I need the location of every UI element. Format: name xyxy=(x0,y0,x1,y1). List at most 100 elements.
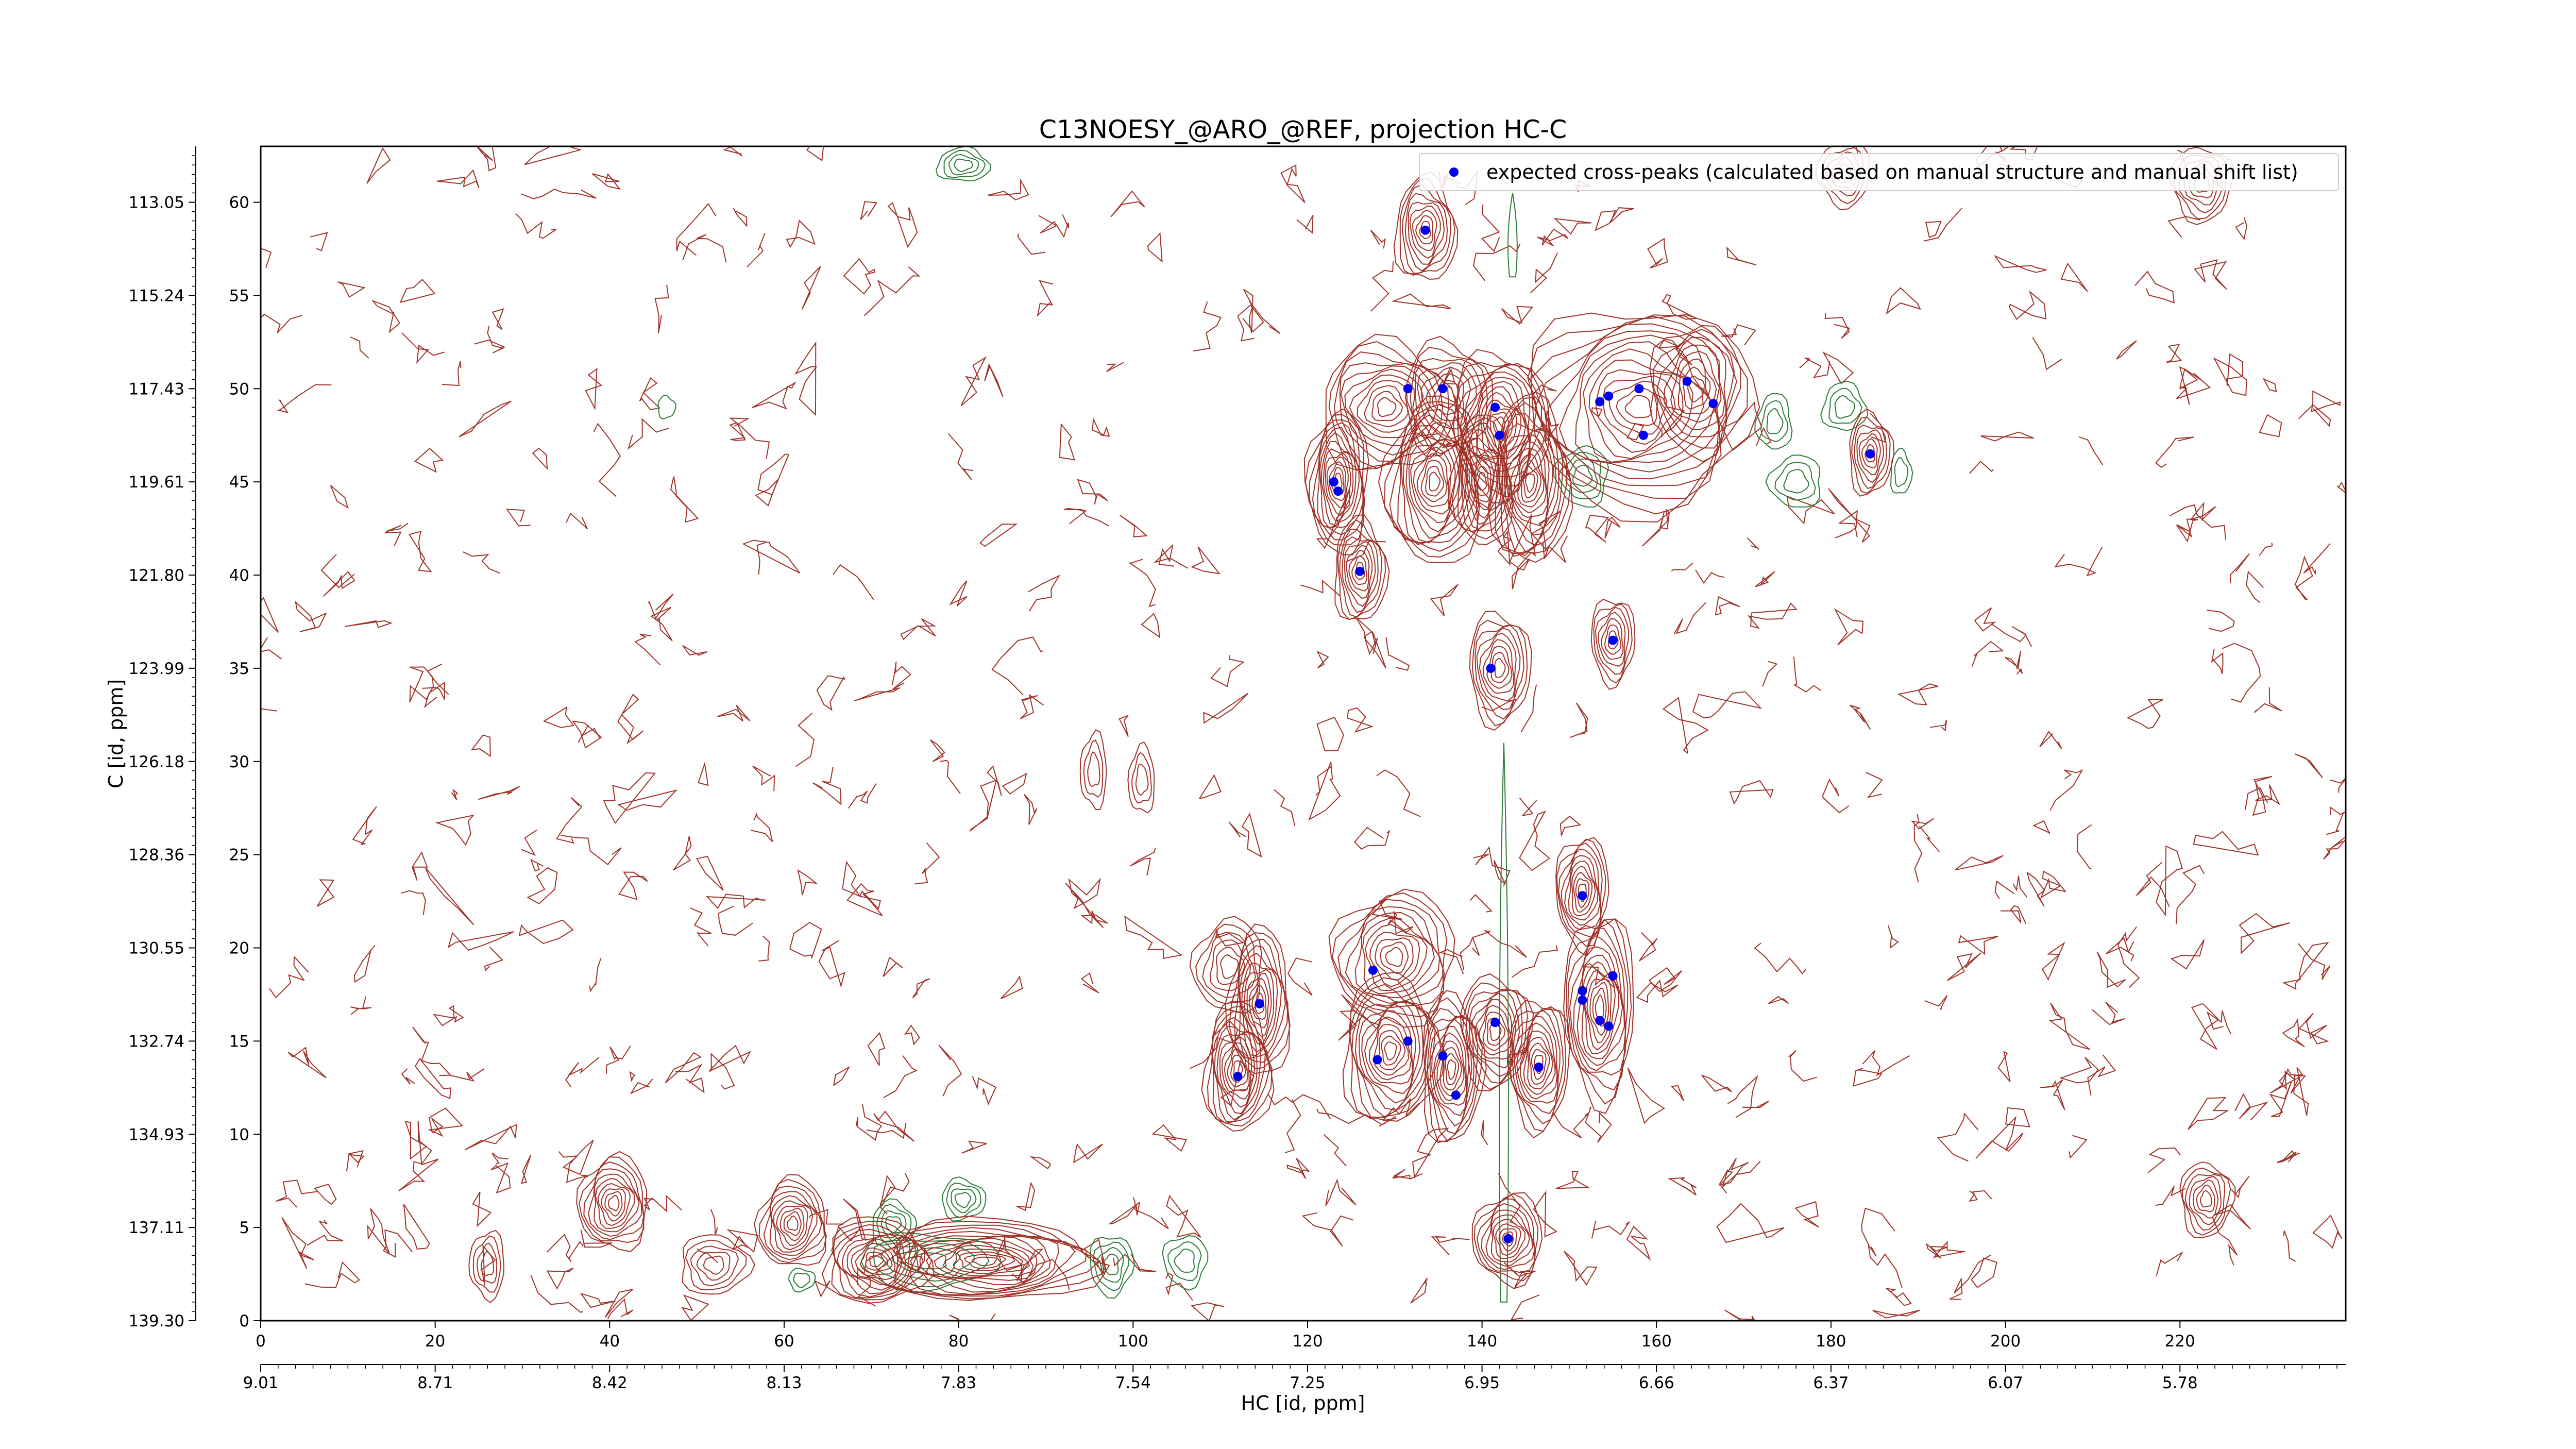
positive-contour-level xyxy=(1135,763,1149,796)
noise-contour xyxy=(1747,602,1798,629)
noise-contour xyxy=(1919,825,1940,852)
noise-contour xyxy=(492,1152,509,1165)
positive-contour-level xyxy=(1346,545,1373,599)
positive-contour-level xyxy=(1304,414,1365,546)
positive-contour-level xyxy=(919,1235,1046,1285)
noise-contour xyxy=(756,542,767,575)
noise-contour xyxy=(1000,975,1023,1000)
positive-contour-level xyxy=(1320,441,1357,527)
noise-contour xyxy=(1718,1157,1749,1186)
positive-contour-level xyxy=(1527,1037,1553,1090)
noise-contour xyxy=(295,600,327,632)
positive-contour-level xyxy=(1858,433,1881,476)
noise-contour xyxy=(682,645,707,656)
noise-contour xyxy=(2175,518,2198,543)
noise-contour xyxy=(2069,1135,2088,1159)
noise-contour xyxy=(2032,820,2050,835)
noise-contour xyxy=(984,363,1004,397)
positive-contour-level xyxy=(1354,912,1440,999)
noise-contour xyxy=(1286,1157,1310,1179)
noise-contour xyxy=(879,1175,896,1208)
noise-contour xyxy=(2234,1093,2269,1121)
noise-contour xyxy=(1923,207,1963,242)
noise-contour xyxy=(435,814,475,846)
noise-contour xyxy=(1719,1160,1761,1194)
noise-contour xyxy=(1198,774,1222,800)
negative-contour-level xyxy=(788,1268,816,1293)
noise-contour xyxy=(1971,641,2005,667)
noise-contour xyxy=(1147,232,1163,263)
peak-marker xyxy=(1634,384,1644,394)
positive-contour-level xyxy=(1371,391,1403,422)
positive-contour-level xyxy=(1400,414,1473,545)
noise-contour xyxy=(1481,204,1500,252)
noise-contour xyxy=(459,400,512,437)
noise-contour xyxy=(904,1024,920,1046)
positive-contour-level xyxy=(1568,860,1599,921)
positive-contour-level xyxy=(1131,752,1152,804)
noise-contour xyxy=(314,1184,337,1205)
negative-ridge xyxy=(1507,193,1518,278)
noise-contour xyxy=(371,299,401,333)
noise-contour xyxy=(758,935,770,962)
positive-contour-level xyxy=(1202,932,1257,998)
noise-contour xyxy=(2170,939,2205,970)
negative-contour-level xyxy=(1894,457,1909,487)
noise-contour xyxy=(2188,1097,2230,1130)
positive-contour-level xyxy=(1334,514,1390,620)
negative-contour-level xyxy=(951,1188,977,1214)
noise-contour xyxy=(1553,1112,1590,1139)
positive-contour-level xyxy=(1319,432,1360,529)
noise-contour xyxy=(1370,229,1386,249)
negative-contour-level xyxy=(1890,447,1913,494)
positive-contour-level xyxy=(1590,598,1636,690)
x-tick-label: 140 xyxy=(1467,1332,1497,1351)
negative-contour-level xyxy=(885,1216,902,1233)
positive-contour-level xyxy=(1504,430,1553,536)
noise-contour xyxy=(2298,404,2331,427)
positive-contour-level xyxy=(1447,1059,1456,1081)
positive-contour-level xyxy=(1368,1016,1412,1081)
noise-contour xyxy=(1480,1120,1488,1145)
positive-contour-level xyxy=(2181,1167,2231,1236)
positive-contour-level xyxy=(783,1211,802,1236)
noise-contour xyxy=(472,1191,492,1227)
peak-marker xyxy=(1866,449,1875,459)
noise-contour xyxy=(1520,684,1537,733)
noise-contour xyxy=(1023,794,1038,825)
noise-contour xyxy=(403,1204,430,1250)
noise-contour xyxy=(710,1052,735,1090)
noise-contour xyxy=(447,931,514,951)
positive-contour-level xyxy=(1201,1000,1275,1132)
positive-contour-level xyxy=(1856,429,1885,483)
noise-contour xyxy=(1421,430,1439,457)
positive-contour-level xyxy=(1464,446,1500,525)
noise-contour xyxy=(723,146,742,157)
positive-contour-level xyxy=(1471,1192,1543,1289)
peak-marker xyxy=(1438,1051,1448,1061)
peak-marker xyxy=(1604,391,1614,401)
noise-contour xyxy=(1563,1251,1598,1286)
positive-contour xyxy=(1563,918,1634,1114)
positive-contour-level xyxy=(1513,447,1547,513)
positive-contour-level xyxy=(1480,392,1522,458)
positive-contour-level xyxy=(1479,632,1517,702)
noise-contour xyxy=(492,308,504,330)
positive-contour-level xyxy=(1670,350,1722,423)
positive-contour-level xyxy=(1531,1049,1547,1081)
noise-contour xyxy=(1237,304,1264,342)
positive-contour-level xyxy=(860,1247,893,1274)
noise-contour xyxy=(2189,501,2216,521)
noise-contour xyxy=(2116,340,2137,360)
positive-contour-level xyxy=(1359,1001,1420,1104)
noise-contour xyxy=(2283,1231,2296,1262)
noise-contour xyxy=(1969,461,1994,474)
noise-contour xyxy=(1835,510,1858,539)
x-tick-label: 160 xyxy=(1641,1332,1672,1351)
noise-contour xyxy=(2054,547,2103,577)
noise-contour xyxy=(1897,683,1939,705)
noise-contour xyxy=(1153,544,1188,569)
noise-contour xyxy=(1729,780,1774,805)
noise-contour xyxy=(1925,1243,1948,1259)
positive-contour-level xyxy=(1333,351,1444,469)
